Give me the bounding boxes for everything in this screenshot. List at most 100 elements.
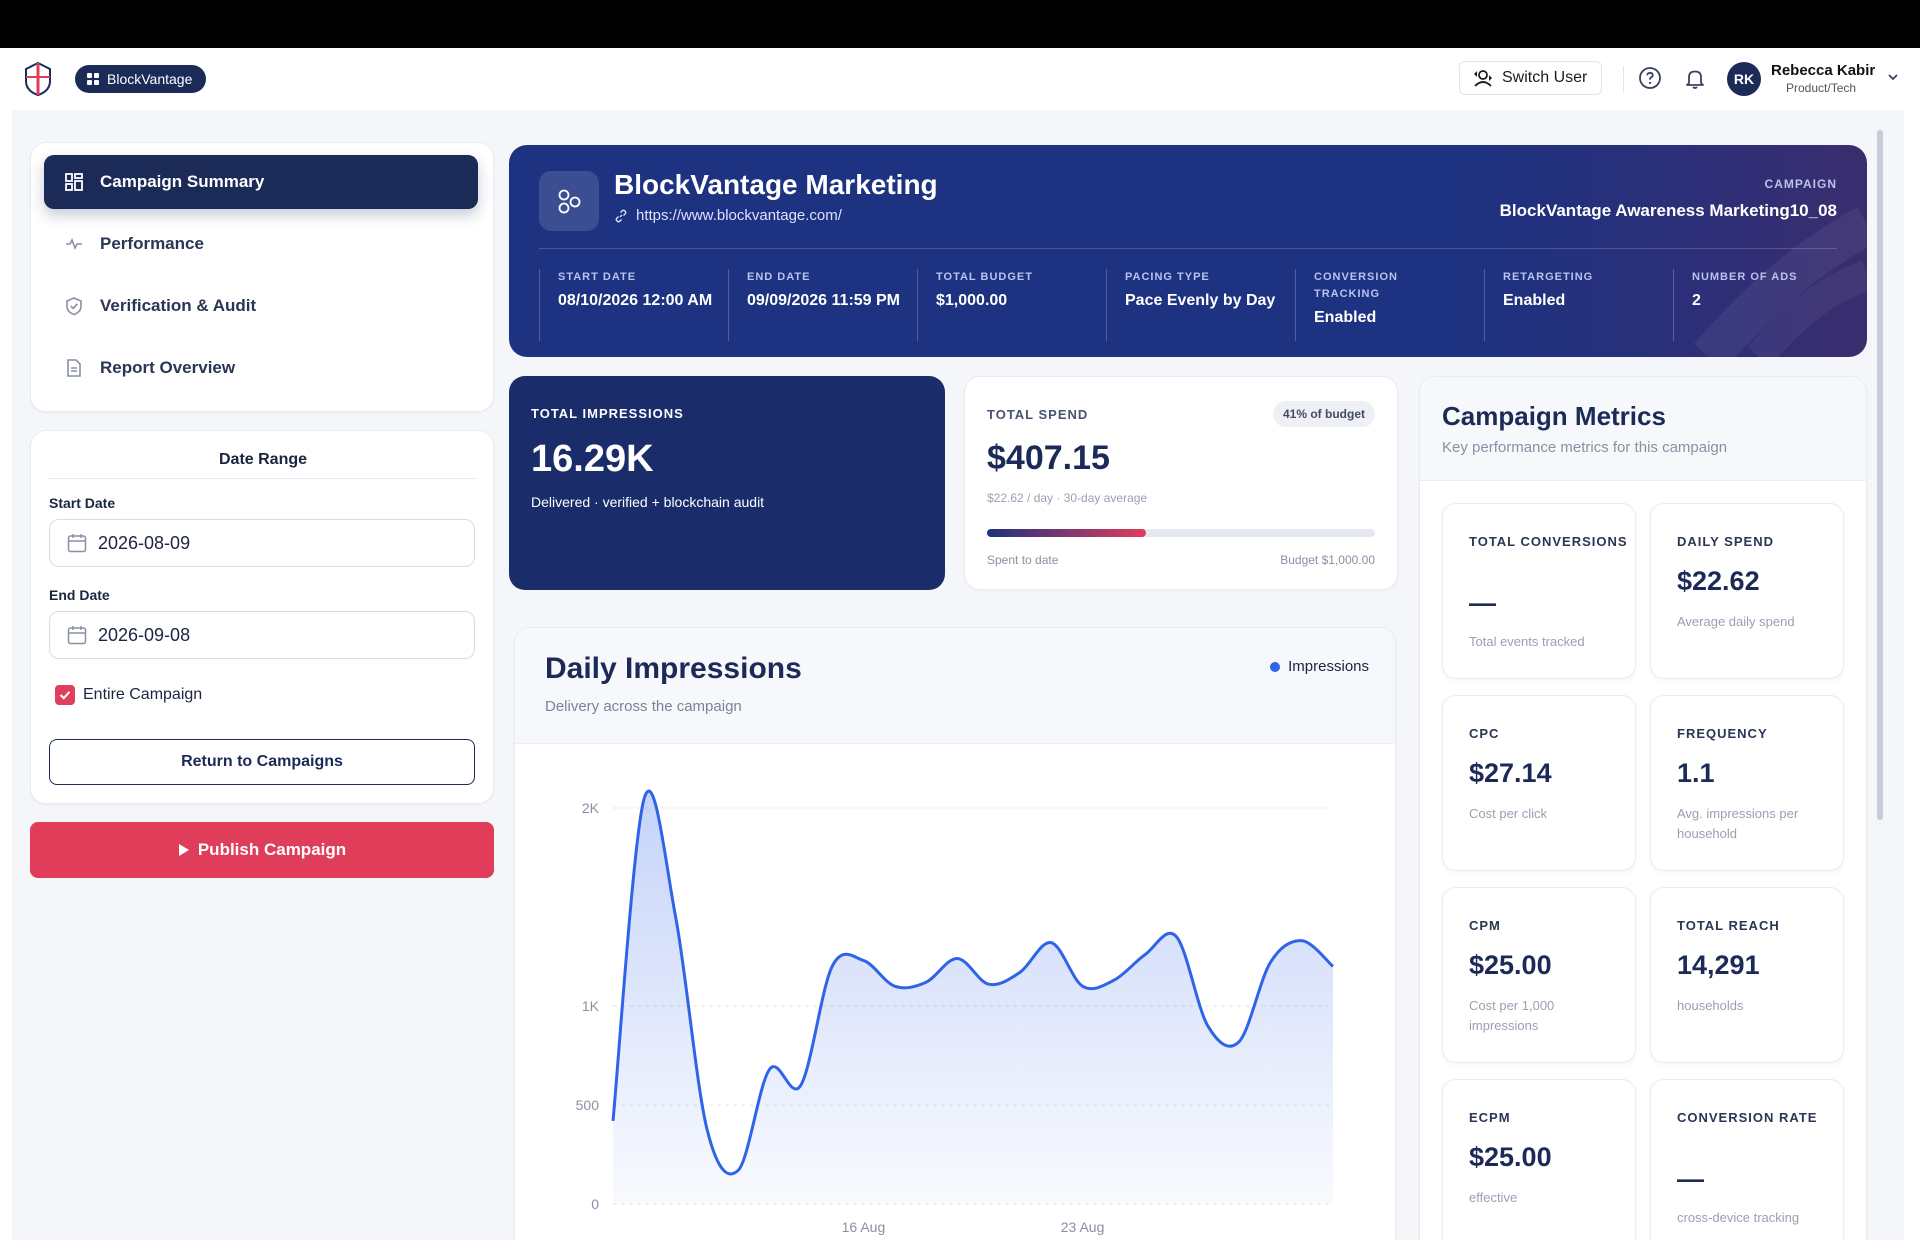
total-spend-card: TOTAL SPEND 41% of budget $407.15 $22.62… <box>964 376 1398 590</box>
notifications-bell-icon[interactable] <box>1683 66 1707 90</box>
window-top-bar <box>0 0 1920 48</box>
stat-label: RETARGETING <box>1503 271 1594 283</box>
stat-value: Enabled <box>1314 309 1377 326</box>
calendar-icon <box>67 534 87 553</box>
calendar-icon <box>67 626 87 645</box>
legend-dot <box>1270 661 1281 672</box>
publish-campaign-button[interactable]: Publish Campaign <box>30 822 494 878</box>
switch-user-label: Switch User <box>1502 69 1588 86</box>
end-date-label: End Date <box>49 587 110 603</box>
workspace-switcher[interactable]: BlockVantage <box>75 65 207 93</box>
banner-divider <box>539 248 1837 249</box>
entire-campaign-checkbox[interactable] <box>55 685 75 705</box>
metrics-title: Campaign Metrics <box>1442 401 1666 431</box>
stat-label: START DATE <box>558 271 637 283</box>
chart-legend[interactable]: Impressions <box>1270 658 1369 675</box>
stat-value: Pace Evenly by Day <box>1125 292 1276 309</box>
budget-progress-bar <box>987 529 1375 537</box>
metric-label: ECPM <box>1469 1110 1511 1125</box>
stat-label: TOTAL BUDGET <box>936 271 1033 283</box>
start-date-value: 2026-08-09 <box>98 532 191 553</box>
end-date-field[interactable]: 2026-09-08 <box>49 611 475 659</box>
metric-note: Avg. impressions per household <box>1677 806 1799 841</box>
chart-header: Daily Impressions Delivery across the ca… <box>515 628 1395 744</box>
advertiser-url[interactable]: https://www.blockvantage.com/ <box>614 207 842 224</box>
entire-campaign-toggle[interactable]: Entire Campaign <box>55 685 202 705</box>
metric-label: CPM <box>1469 918 1501 933</box>
kpi-value: 16.29K <box>531 438 654 480</box>
sidebar-item-campaign-summary[interactable]: Campaign Summary <box>44 155 478 209</box>
y-tick-label: 500 <box>576 1097 600 1113</box>
sidebar-item-performance[interactable]: Performance <box>44 217 478 271</box>
stat-value: $1,000.00 <box>936 292 1008 309</box>
stat-pacing-type: PACING TYPE Pace Evenly by Day <box>1106 269 1280 341</box>
checkmark-icon <box>59 691 71 700</box>
grid-icon <box>65 173 83 191</box>
stat-value: 08/10/2026 12:00 AM <box>558 292 713 309</box>
chart-subtitle: Delivery across the campaign <box>545 698 742 715</box>
stat-label: NUMBER OF ADS <box>1692 271 1798 283</box>
stat-value: 09/09/2026 11:59 PM <box>747 292 901 309</box>
stat-end-date: END DATE 09/09/2026 11:59 PM <box>728 269 902 341</box>
budget-progress-fill <box>987 529 1147 537</box>
legend-label: Impressions <box>1288 658 1369 675</box>
metric-ecpm: ECPM $25.00 effective <box>1442 1079 1636 1240</box>
metric-note: Cost per click <box>1469 806 1548 821</box>
publish-campaign-label: Publish Campaign <box>197 840 347 859</box>
play-icon <box>178 844 189 856</box>
help-icon[interactable] <box>1638 66 1662 90</box>
user-name[interactable]: Rebecca Kabir <box>1771 62 1876 79</box>
y-tick-label: 0 <box>591 1196 599 1212</box>
impressions-line <box>611 789 1335 1176</box>
kpi-value: $407.15 <box>987 439 1110 477</box>
y-tick-label: 2K <box>582 800 600 816</box>
end-date-value: 2026-09-08 <box>98 624 191 645</box>
date-range-title: Date Range <box>218 451 308 468</box>
metric-total-reach: TOTAL REACH 14,291 households <box>1650 887 1844 1063</box>
sidebar-item-label: Performance <box>100 234 204 253</box>
main-canvas: Campaign Summary Performance Verificatio… <box>12 110 1904 1240</box>
metric-value: $27.14 <box>1469 758 1552 788</box>
metric-daily-spend: DAILY SPEND $22.62 Average daily spend <box>1650 503 1844 679</box>
sidebar-item-verification-audit[interactable]: Verification & Audit <box>44 279 478 333</box>
stat-number-of-ads: NUMBER OF ADS 2 <box>1673 269 1847 341</box>
stat-total-budget: TOTAL BUDGET $1,000.00 <box>917 269 1091 341</box>
metric-note: effective <box>1469 1190 1518 1205</box>
metrics-subtitle: Key performance metrics for this campaig… <box>1442 439 1728 456</box>
kpi-subtext: Delivered · verified + blockchain audit <box>531 494 765 510</box>
metric-frequency: FREQUENCY 1.1 Avg. impressions per house… <box>1650 695 1844 871</box>
apps-icon <box>87 73 99 85</box>
app-logo-icon[interactable] <box>24 61 52 97</box>
impressions-area-fill <box>613 791 1333 1204</box>
start-date-label: Start Date <box>49 495 116 511</box>
y-tick-label: 1K <box>582 998 600 1014</box>
metric-label: TOTAL REACH <box>1677 918 1780 933</box>
date-range-panel: Date Range Start Date 2026-08-09 End Dat… <box>30 430 494 804</box>
spent-to-date-caption: Spent to date <box>987 553 1059 567</box>
stat-value: 2 <box>1692 292 1701 309</box>
chevron-down-icon[interactable] <box>1886 70 1900 84</box>
page-scrollbar[interactable] <box>1877 130 1883 820</box>
stat-value: Enabled <box>1503 292 1566 309</box>
impressions-area-chart[interactable]: 0 500 1K 2K 16 Aug 23 Aug <box>515 744 1396 1240</box>
metric-note: Cost per 1,000 impressions <box>1469 998 1555 1033</box>
user-avatar[interactable]: RK <box>1727 62 1761 96</box>
switch-user-button[interactable]: Switch User <box>1459 61 1603 95</box>
banner-decoration <box>1693 207 1867 357</box>
return-to-campaigns-button[interactable]: Return to Campaigns <box>49 739 475 785</box>
start-date-field[interactable]: 2026-08-09 <box>49 519 475 567</box>
x-tick-label: 23 Aug <box>1061 1219 1105 1235</box>
metric-note: Total events tracked <box>1469 634 1585 649</box>
sidebar-item-report-overview[interactable]: Report Overview <box>44 341 478 395</box>
metric-label: TOTAL CONVERSIONS <box>1469 534 1628 549</box>
kpi-subtext: $22.62 / day · 30-day average <box>987 491 1148 505</box>
metric-value: 14,291 <box>1677 950 1760 980</box>
metric-note: Average daily spend <box>1677 614 1795 629</box>
campaign-banner: BlockVantage Marketing https://www.block… <box>509 145 1867 357</box>
stat-conversion-tracking: CONVERSION TRACKING Enabled <box>1295 269 1469 341</box>
metric-value: — <box>1469 588 1496 618</box>
sidebar-item-label: Report Overview <box>100 358 236 377</box>
link-icon <box>615 209 627 222</box>
sidebar-nav: Campaign Summary Performance Verificatio… <box>30 142 494 412</box>
advertiser-url-text: https://www.blockvantage.com/ <box>636 207 842 224</box>
